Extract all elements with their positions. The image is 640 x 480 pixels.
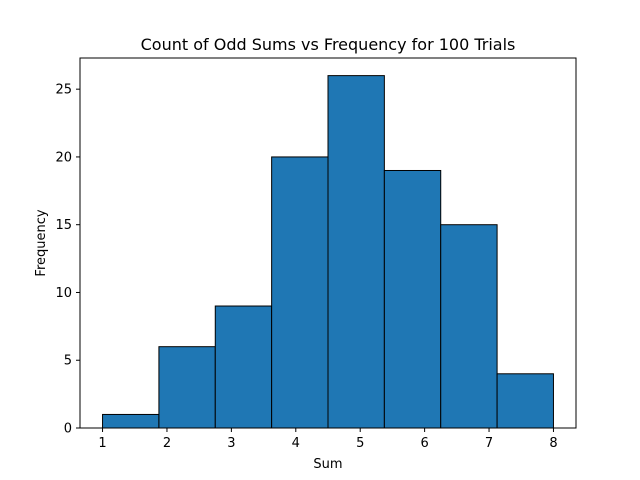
y-tick-label: 10	[55, 286, 72, 301]
y-tick-label: 25	[55, 83, 72, 98]
histogram-bar-6	[383, 169, 442, 429]
histogram-bar-1	[102, 413, 160, 429]
histogram-bar-8	[496, 373, 554, 429]
y-tick-label: 5	[64, 354, 72, 369]
y-axis-label: Frequency	[34, 209, 49, 276]
histogram-bar-2	[158, 346, 216, 429]
bars-group	[102, 75, 554, 429]
x-tick-label: 6	[420, 436, 428, 451]
x-tick-label: 7	[485, 436, 493, 451]
y-tick-label: 20	[55, 150, 72, 165]
plot-frame	[79, 57, 577, 429]
y-tick-label: 15	[55, 218, 72, 233]
x-tick-label: 2	[163, 436, 171, 451]
histogram-bar-5	[327, 75, 385, 429]
y-tick-label: 0	[64, 422, 72, 437]
x-axis-label: Sum	[313, 457, 342, 472]
x-tick-label: 8	[549, 436, 557, 451]
chart-title: Count of Odd Sums vs Frequency for 100 T…	[141, 35, 516, 54]
x-tick-label: 5	[356, 436, 364, 451]
x-tick-label: 4	[292, 436, 300, 451]
x-axis-ticks: 1 2 3 4 5 6 7 8	[98, 428, 558, 451]
histogram-bar-3	[214, 305, 273, 429]
x-tick-label: 3	[227, 436, 235, 451]
x-tick-label: 1	[98, 436, 106, 451]
histogram-bar-7	[440, 224, 498, 429]
y-axis-ticks: 0 5 10 15 20 25	[55, 83, 80, 437]
histogram-bar-4	[271, 156, 329, 429]
